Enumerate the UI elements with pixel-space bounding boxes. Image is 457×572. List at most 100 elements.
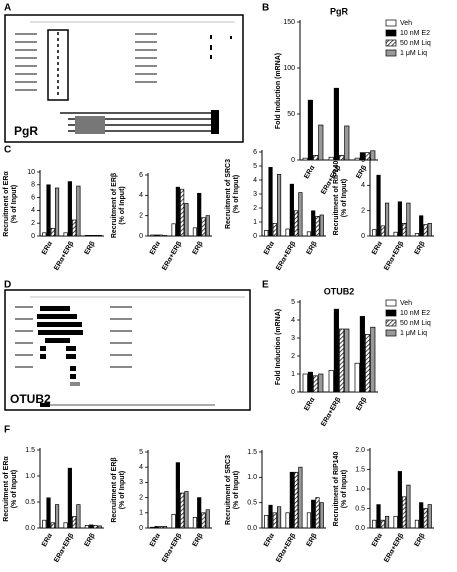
bar xyxy=(67,181,72,237)
y-tick-label: 6 xyxy=(361,157,365,164)
bar xyxy=(175,462,180,529)
bar xyxy=(372,519,377,529)
bar xyxy=(419,502,424,529)
bar xyxy=(333,308,339,393)
x-tick-label: ERβ xyxy=(84,532,97,548)
y-tick-label: 4 xyxy=(253,177,257,184)
bar xyxy=(370,326,376,393)
x-tick-label: ERα xyxy=(303,164,316,180)
bar xyxy=(84,525,90,529)
y-tick-label: 2 xyxy=(253,205,257,212)
bar xyxy=(302,373,308,393)
bar xyxy=(339,155,345,161)
bar xyxy=(302,157,308,161)
y-tick-label: 1.5 xyxy=(25,447,35,454)
legend-label: 10 nM E2 xyxy=(400,30,430,37)
legend-swatch xyxy=(385,49,397,57)
x-tick-label: ERα+ERβ xyxy=(161,240,183,272)
x-tick-label: ERα+ERβ xyxy=(383,532,405,564)
y-axis-label: (% of Input) xyxy=(341,179,348,218)
bar xyxy=(180,188,185,237)
bar xyxy=(72,219,77,237)
bar xyxy=(97,235,102,237)
y-axis-label: Recruitment of SRC3 xyxy=(225,455,232,525)
bar xyxy=(158,526,163,529)
x-tick-label: ERα xyxy=(303,396,316,412)
x-tick-label: ERβ xyxy=(414,532,427,548)
y-tick-label: 3 xyxy=(253,191,257,198)
bar xyxy=(380,519,385,529)
x-tick-label: ERβ xyxy=(192,532,205,548)
y-tick-label: 6 xyxy=(31,194,35,201)
y-tick-label: 2 xyxy=(139,213,143,220)
legend-label: 1 μM Liq xyxy=(400,50,427,57)
bar xyxy=(298,466,303,529)
y-axis-label: (% of Input) xyxy=(11,470,18,509)
bar xyxy=(276,506,282,529)
bar xyxy=(306,512,312,529)
x-tick-label: ERβ xyxy=(355,164,368,180)
genome-browser: OTUB2 xyxy=(4,289,251,411)
y-tick-label: 0.5 xyxy=(247,500,257,507)
bar xyxy=(150,526,155,529)
bar xyxy=(154,526,159,529)
bar xyxy=(54,504,60,529)
bar xyxy=(397,471,402,529)
bar xyxy=(84,235,90,237)
bar xyxy=(192,517,198,529)
y-tick-label: 0 xyxy=(253,233,257,240)
legend-swatch xyxy=(385,309,397,317)
bar xyxy=(50,522,55,529)
bar xyxy=(264,230,269,237)
x-tick-label: ERβ xyxy=(355,396,368,412)
y-tick-label: 0.5 xyxy=(25,499,35,506)
y-tick-label: 1.0 xyxy=(355,486,365,493)
panel-label: A xyxy=(4,3,11,14)
x-tick-label: ERα xyxy=(41,240,54,256)
y-axis-label: Recruitment of ERα xyxy=(3,456,10,522)
bar xyxy=(162,235,168,237)
bar xyxy=(285,512,290,529)
y-axis-label: Recruitment of RIP140 xyxy=(333,161,340,236)
chart-title: OTUB2 xyxy=(324,286,355,296)
bar xyxy=(307,371,313,393)
chart-title: PgR xyxy=(330,6,349,16)
bar xyxy=(67,467,72,529)
y-axis-label: (% of Input) xyxy=(119,186,126,225)
bar xyxy=(359,316,365,393)
bar xyxy=(89,524,94,529)
x-tick-label: ERα xyxy=(263,532,276,548)
x-tick-label: ERα xyxy=(41,532,54,548)
y-axis-label: (% of Input) xyxy=(119,471,126,510)
bar xyxy=(406,202,411,237)
legend-swatch xyxy=(385,19,397,27)
y-axis-label: (% of Input) xyxy=(341,470,348,509)
bar xyxy=(311,210,316,237)
bar xyxy=(306,231,312,237)
bar xyxy=(93,525,98,529)
y-tick-label: 1.0 xyxy=(25,473,35,480)
y-tick-label: 3 xyxy=(291,335,295,342)
bar xyxy=(393,515,398,529)
bar xyxy=(89,235,94,237)
bar xyxy=(76,185,81,237)
bar xyxy=(414,519,420,529)
bar xyxy=(376,504,381,529)
y-tick-label: 2 xyxy=(31,220,35,227)
y-tick-label: 3 xyxy=(139,479,143,486)
bar xyxy=(42,519,47,529)
bar xyxy=(294,471,299,529)
y-axis-label: Fold Induction (mRNA) xyxy=(275,309,282,385)
bar xyxy=(370,150,376,161)
x-tick-label: ERα+ERβ xyxy=(320,396,342,428)
x-tick-label: ERα xyxy=(371,532,384,548)
x-tick-label: ERα+ERβ xyxy=(275,240,297,272)
bar xyxy=(384,515,390,529)
bar xyxy=(192,227,198,237)
bar xyxy=(289,471,294,529)
bar xyxy=(162,526,168,529)
bar xyxy=(154,234,159,237)
bar xyxy=(344,125,350,161)
bar xyxy=(427,222,432,237)
